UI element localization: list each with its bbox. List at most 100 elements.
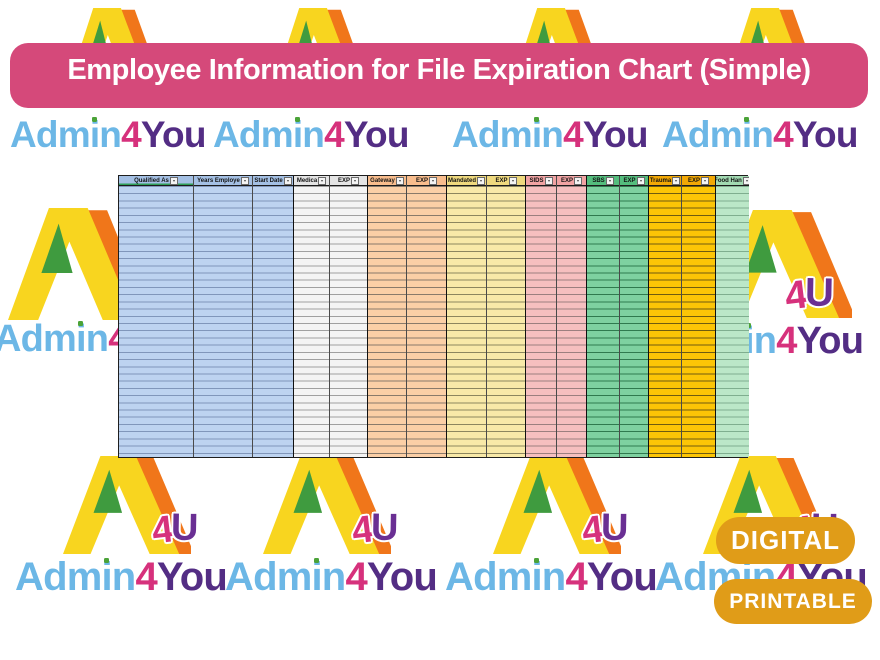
column-header-label: Food Han xyxy=(716,177,742,184)
filter-dropdown-icon[interactable] xyxy=(742,176,749,185)
filter-dropdown-icon[interactable] xyxy=(544,176,553,185)
column-cells[interactable] xyxy=(447,186,486,457)
column-header[interactable]: Mandated xyxy=(447,176,486,186)
i-dot-accent-icon xyxy=(91,116,97,122)
column-header-label: Years Employe xyxy=(197,177,240,184)
column-cells[interactable] xyxy=(587,186,619,457)
letter-a-icon xyxy=(63,456,191,554)
admin4you-wordmark: Admin4You xyxy=(445,555,658,599)
four-u-mark: 4U xyxy=(579,506,627,553)
column-header[interactable]: EXP xyxy=(557,176,586,186)
i-dot-accent-icon xyxy=(294,116,300,122)
column-cells[interactable] xyxy=(407,186,446,457)
four-u-mark: 4U xyxy=(149,506,197,553)
letter-a-icon xyxy=(263,456,391,554)
filter-dropdown-icon[interactable] xyxy=(605,176,614,185)
four-u-mark: 4U xyxy=(782,270,833,319)
filter-dropdown-icon[interactable] xyxy=(477,176,485,185)
filter-dropdown-icon[interactable] xyxy=(429,176,437,185)
column-header-label: Mandated xyxy=(447,177,476,184)
filter-dropdown-icon[interactable] xyxy=(240,176,249,185)
column-header[interactable]: EXP xyxy=(330,176,367,186)
column-cells[interactable] xyxy=(620,186,648,457)
column-header-label: EXP xyxy=(415,177,428,184)
column-cells[interactable] xyxy=(716,186,749,457)
column-gateway: Gateway xyxy=(367,176,406,457)
a4u-logo-icon: 4U xyxy=(263,456,396,554)
column-header[interactable]: Start Date xyxy=(253,176,293,186)
filter-dropdown-icon[interactable] xyxy=(508,176,517,185)
column-header-label: EXP xyxy=(623,177,636,184)
column-header-label: Gateway xyxy=(370,177,395,184)
column-cells[interactable] xyxy=(294,186,329,457)
column-header[interactable]: Qualified As xyxy=(119,176,193,186)
column-exp: EXP xyxy=(556,176,586,457)
filter-dropdown-icon[interactable] xyxy=(395,176,404,185)
column-header[interactable]: Food Han xyxy=(716,176,749,186)
admin4you-wordmark: Admin4You xyxy=(662,114,858,155)
filter-dropdown-icon[interactable] xyxy=(351,176,359,185)
digital-badge: DIGITAL xyxy=(716,517,855,564)
column-header[interactable]: EXP xyxy=(682,176,715,186)
column-exp: EXP xyxy=(681,176,715,457)
column-header[interactable]: SIDS xyxy=(526,176,556,186)
admin4you-wordmark: Admin4You xyxy=(15,555,228,599)
filter-dropdown-icon[interactable] xyxy=(701,176,709,185)
column-exp: EXP xyxy=(619,176,648,457)
four-u-mark: 4U xyxy=(349,506,397,553)
column-cells[interactable] xyxy=(487,186,525,457)
admin4you-wordmark: Admin4You xyxy=(10,114,206,155)
column-cells[interactable] xyxy=(649,186,681,457)
i-dot-accent-icon xyxy=(103,557,110,564)
admin4you-wordmark: Admin4You xyxy=(213,114,409,155)
column-header[interactable]: EXP xyxy=(620,176,648,186)
column-header-label: SBS xyxy=(592,177,605,184)
filter-dropdown-icon[interactable] xyxy=(318,176,327,185)
column-exp: EXP xyxy=(486,176,525,457)
column-header[interactable]: EXP xyxy=(407,176,446,186)
column-header-label: Qualified As xyxy=(134,177,169,184)
column-years-employe: Years Employe xyxy=(193,176,252,457)
column-sids: SIDS xyxy=(525,176,556,457)
a4u-logo-icon: 4U xyxy=(63,456,196,554)
column-cells[interactable] xyxy=(194,186,252,457)
filter-dropdown-icon[interactable] xyxy=(283,176,292,185)
letter-a-icon xyxy=(493,456,621,554)
column-header[interactable]: Trauma xyxy=(649,176,681,186)
filter-dropdown-icon[interactable] xyxy=(636,176,645,185)
filter-dropdown-icon[interactable] xyxy=(169,176,178,185)
title-banner: Employee Information for File Expiration… xyxy=(10,43,868,108)
column-cells[interactable] xyxy=(253,186,293,457)
i-dot-accent-icon xyxy=(533,557,540,564)
spreadsheet: Qualified As Years Employe Start Date Medic… xyxy=(118,175,749,458)
column-medica: Medica xyxy=(293,176,329,457)
column-header-label: EXP xyxy=(337,177,350,184)
column-header[interactable]: SBS xyxy=(587,176,619,186)
admin4you-wordmark: Admin4You xyxy=(452,114,648,155)
column-cells[interactable] xyxy=(526,186,556,457)
column-header[interactable]: Medica xyxy=(294,176,329,186)
column-mandated: Mandated xyxy=(446,176,486,457)
filter-dropdown-icon[interactable] xyxy=(574,176,582,185)
printable-badge: PRINTABLE xyxy=(714,579,872,624)
column-food-han: Food Han xyxy=(715,176,749,457)
a4u-logo-icon: 4U xyxy=(493,456,626,554)
column-header[interactable]: Gateway xyxy=(368,176,406,186)
column-header[interactable]: Years Employe xyxy=(194,176,252,186)
i-dot-accent-icon xyxy=(78,320,84,326)
column-cells[interactable] xyxy=(682,186,715,457)
column-header-label: EXP xyxy=(495,177,508,184)
column-header[interactable]: EXP xyxy=(487,176,525,186)
column-qualified-as: Qualified As xyxy=(119,176,193,457)
column-cells[interactable] xyxy=(330,186,367,457)
column-cells[interactable] xyxy=(119,186,193,457)
column-header-label: Medica xyxy=(296,177,318,184)
column-cells[interactable] xyxy=(557,186,586,457)
column-sbs: SBS xyxy=(586,176,619,457)
filter-dropdown-icon[interactable] xyxy=(672,176,681,185)
i-dot-accent-icon xyxy=(533,116,539,122)
column-trauma: Trauma xyxy=(648,176,681,457)
i-dot-accent-icon xyxy=(743,116,749,122)
column-cells[interactable] xyxy=(368,186,406,457)
